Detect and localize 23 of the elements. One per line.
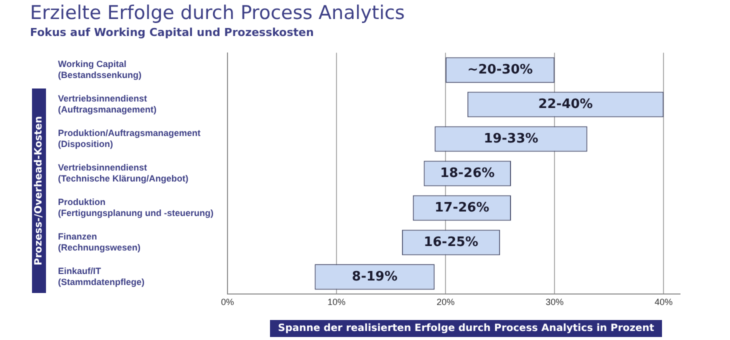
annotation: 8-19% (352, 269, 398, 284)
x-tick-label: 30% (546, 297, 564, 308)
x-axis-title: Spanne der realisierten Erfolge durch Process Analytics in Prozent (270, 320, 662, 337)
x-tick-label: 0% (220, 297, 234, 308)
y-tick-label: Einkauf/IT (Stammdatenpflege) (58, 266, 145, 287)
chart-subtitle: Fokus auf Working Capital und Prozesskosten (30, 26, 315, 39)
y-tick-label: Produktion (Fertigungsplanung und -steuerung) (58, 197, 214, 218)
x-tick-label: 40% (654, 297, 673, 308)
annotation: 17-26% (434, 200, 490, 216)
annotation: ~20-30% (467, 62, 533, 78)
annotation: 22-40% (538, 96, 593, 112)
chart-title: Erzielte Erfolge durch Process Analytics (30, 2, 406, 24)
x-tick-label: 20% (436, 297, 455, 308)
y-tick-label: Finanzen (Rechnungswesen) (58, 232, 141, 252)
y-tick-label: Vertriebsinnendienst (Technische Klärung/Angebot) (58, 162, 188, 184)
annotation: 19-33% (484, 131, 538, 146)
text: Prozess-/Overhead-Kosten (34, 116, 45, 266)
y-tick-label: Vertriebsinnendienst (Auftragsmanagement) (58, 94, 157, 114)
x-tick-label: 10% (328, 297, 346, 308)
annotation: 18-26% (440, 166, 495, 181)
annotation: 16-25% (424, 234, 478, 250)
y-tick-label: Working Capital (Bestandssenkung) (58, 59, 142, 80)
y-tick-label: Produktion/Auftragsmanagement (Disposition) (58, 128, 201, 149)
